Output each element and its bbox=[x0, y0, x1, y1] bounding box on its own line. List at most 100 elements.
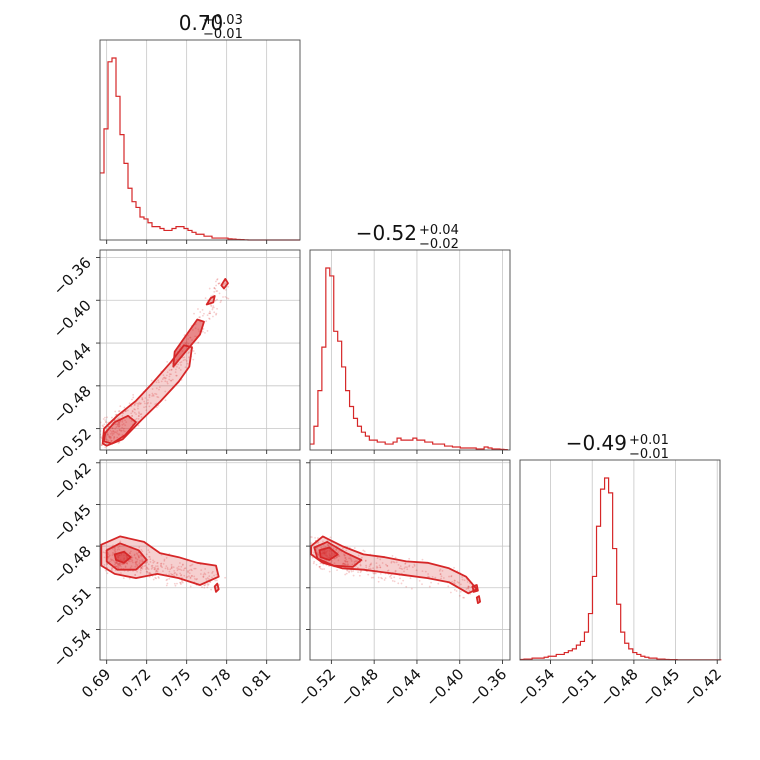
sample-point bbox=[116, 423, 118, 426]
sample-point bbox=[147, 563, 150, 566]
sample-point bbox=[164, 390, 167, 393]
xtick-label-param-2: −0.44 bbox=[380, 665, 425, 710]
sample-point bbox=[126, 409, 129, 412]
sample-point bbox=[378, 564, 381, 567]
sample-point bbox=[111, 427, 114, 430]
sample-point bbox=[117, 410, 120, 413]
sample-point bbox=[177, 568, 180, 570]
histogram-panel-1 bbox=[99, 39, 301, 244]
sample-point bbox=[217, 282, 220, 285]
sample-point bbox=[190, 568, 193, 571]
sample-point bbox=[117, 424, 120, 427]
sample-point bbox=[379, 566, 382, 569]
sample-point bbox=[136, 563, 139, 566]
sample-point bbox=[134, 573, 137, 576]
sample-point bbox=[206, 586, 209, 589]
sample-point bbox=[173, 569, 176, 572]
sample-point bbox=[111, 558, 114, 561]
ytick-label-param-3: −0.54 bbox=[50, 626, 95, 671]
sample-point bbox=[118, 417, 120, 420]
sample-point bbox=[104, 551, 107, 554]
sample-point bbox=[138, 556, 140, 559]
sample-point bbox=[345, 558, 348, 561]
sample-point bbox=[210, 588, 213, 591]
sample-point bbox=[346, 560, 348, 563]
sample-point bbox=[149, 572, 152, 575]
xtick-label-param-1: 0.75 bbox=[158, 665, 194, 701]
sample-point bbox=[148, 572, 151, 575]
sample-point bbox=[427, 573, 430, 575]
sample-point bbox=[135, 552, 138, 555]
sample-point bbox=[157, 576, 160, 578]
sample-point bbox=[199, 573, 202, 575]
sample-point bbox=[152, 393, 154, 396]
sample-point bbox=[116, 562, 119, 565]
sample-point bbox=[166, 360, 169, 363]
sample-point bbox=[164, 377, 166, 380]
sample-point bbox=[111, 434, 114, 436]
panel-2-frame bbox=[99, 459, 301, 661]
ytick-label-param-2: −0.40 bbox=[50, 296, 95, 341]
sample-point bbox=[357, 571, 359, 574]
sample-point bbox=[161, 378, 164, 380]
sample-point bbox=[139, 402, 142, 405]
sample-point bbox=[138, 412, 141, 415]
sample-point bbox=[349, 557, 352, 560]
sample-point bbox=[112, 432, 115, 435]
sample-point bbox=[97, 427, 99, 429]
sample-point bbox=[390, 560, 393, 563]
sample-point bbox=[125, 421, 128, 424]
sample-point bbox=[359, 571, 362, 574]
sample-point bbox=[372, 576, 375, 579]
sample-point bbox=[322, 563, 325, 566]
sample-point bbox=[170, 565, 173, 568]
sample-point bbox=[162, 374, 165, 377]
sample-point bbox=[387, 569, 390, 572]
sample-point bbox=[111, 432, 114, 435]
sample-point bbox=[155, 387, 158, 390]
sample-point bbox=[369, 567, 372, 570]
sample-point bbox=[140, 416, 143, 418]
sample-point bbox=[455, 590, 458, 592]
sample-point bbox=[110, 431, 113, 433]
sample-point bbox=[139, 568, 142, 571]
sample-point bbox=[316, 541, 319, 544]
sample-point bbox=[121, 415, 124, 417]
sample-point bbox=[124, 565, 127, 568]
sample-point bbox=[213, 311, 216, 314]
sample-point bbox=[168, 375, 171, 378]
sample-point bbox=[148, 551, 151, 554]
sample-point bbox=[130, 565, 133, 568]
sample-point bbox=[197, 308, 199, 310]
sample-point bbox=[394, 569, 397, 572]
sample-point bbox=[141, 396, 144, 399]
sample-point bbox=[190, 574, 193, 577]
sample-point bbox=[377, 576, 380, 579]
sample-point bbox=[451, 580, 454, 583]
sample-point bbox=[194, 578, 196, 580]
sample-point bbox=[122, 423, 125, 425]
sample-point bbox=[463, 579, 466, 582]
sample-point bbox=[136, 402, 139, 405]
sample-point bbox=[107, 425, 110, 428]
sample-point bbox=[180, 364, 182, 366]
panel-1-contour-1 bbox=[101, 344, 193, 447]
sample-point bbox=[162, 570, 164, 573]
sample-point bbox=[115, 426, 118, 429]
sample-point bbox=[117, 562, 120, 565]
ytick-label-param-2: −0.48 bbox=[50, 382, 95, 427]
sample-point bbox=[168, 378, 171, 381]
sample-point bbox=[116, 425, 119, 428]
sample-point bbox=[122, 429, 125, 432]
sample-point bbox=[370, 562, 373, 565]
sample-point bbox=[338, 555, 341, 558]
sample-point bbox=[389, 575, 391, 578]
sample-point bbox=[373, 571, 376, 574]
sample-point bbox=[180, 565, 183, 568]
sample-point bbox=[136, 565, 139, 568]
sample-point bbox=[215, 280, 217, 283]
sample-point bbox=[171, 573, 174, 576]
sample-point bbox=[156, 562, 159, 565]
sample-point bbox=[113, 431, 116, 434]
sample-point bbox=[344, 563, 347, 566]
